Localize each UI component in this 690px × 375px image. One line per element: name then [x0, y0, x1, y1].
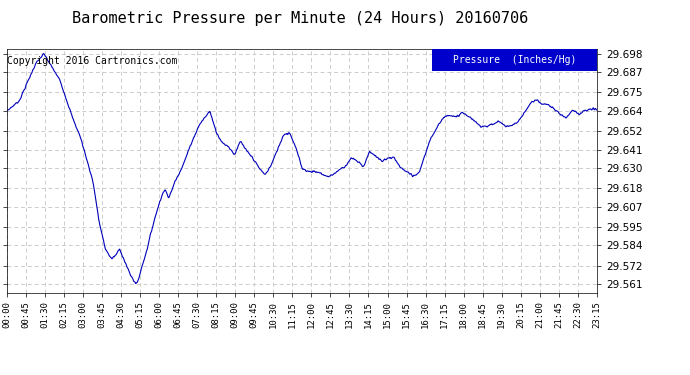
Text: Barometric Pressure per Minute (24 Hours) 20160706: Barometric Pressure per Minute (24 Hours…	[72, 11, 529, 26]
Text: Copyright 2016 Cartronics.com: Copyright 2016 Cartronics.com	[8, 56, 178, 66]
